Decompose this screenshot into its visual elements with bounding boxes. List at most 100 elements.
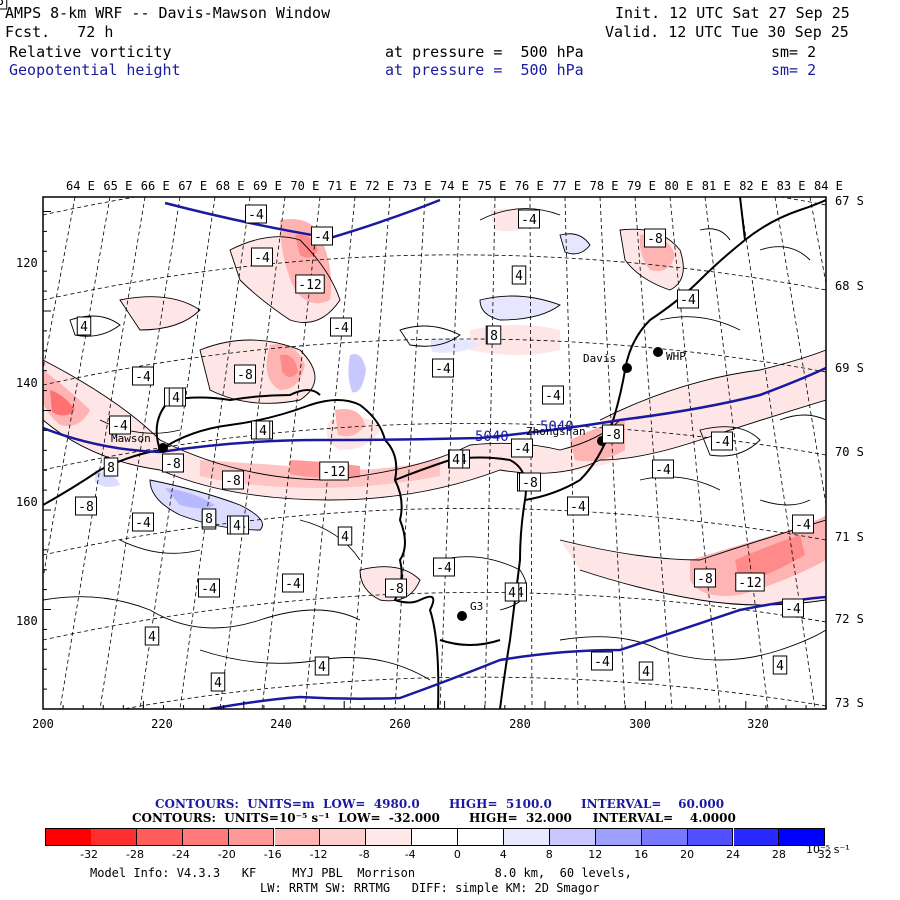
- vorticity-label: -4: [433, 557, 455, 577]
- colorbar-tick: -8: [358, 848, 370, 861]
- vorticity-label-text: 4: [341, 530, 349, 545]
- init-time: Init. 12 UTC Sat 27 Sep 25: [615, 4, 850, 22]
- top-lon-label: 80 E: [664, 179, 693, 193]
- colorbar-swatch: [641, 828, 688, 846]
- axis-label-group: 64 E 65 E 66 E 67 E 68 E 69 E 70 E 71 E 72 E 73 E…: [16, 179, 864, 731]
- vorticity-label: 4: [448, 449, 464, 469]
- vorticity-label-text: -4: [314, 230, 330, 245]
- field2-smoothing: sm= 2: [771, 61, 817, 79]
- bottom-x-label: 260: [389, 717, 411, 731]
- colorbar-tick: 12: [588, 848, 603, 861]
- vorticity-label-text: -12: [298, 278, 321, 293]
- top-lon-label: 65 E: [103, 179, 132, 193]
- colorbar-tick: 8: [545, 848, 553, 861]
- left-y-label: 120: [16, 256, 38, 270]
- bottom-x-label: 280: [509, 717, 531, 731]
- top-lon-label: 67 E: [178, 179, 207, 193]
- top-lon-label: 66 E: [141, 179, 170, 193]
- colorbar-tick: 4: [499, 848, 507, 861]
- colorbar-tick: 16: [634, 848, 649, 861]
- top-lon-label: 83 E: [777, 179, 806, 193]
- vorticity-label: 4: [255, 420, 271, 440]
- colorbar-tick: -32: [80, 848, 99, 861]
- right-lat-label: 68 S: [835, 279, 864, 293]
- colorbar-tick: -4: [404, 848, 416, 861]
- top-lon-label: 78 E: [590, 179, 619, 193]
- colorbar-swatch: [274, 828, 321, 846]
- colorbar-swatch: [320, 828, 367, 846]
- height-label: 5040: [540, 419, 574, 435]
- map-title: AMPS 8-km WRF -- Davis-Mawson Window: [5, 4, 331, 22]
- vorticity-label: -4: [311, 226, 333, 246]
- top-lon-label: 68 E: [216, 179, 245, 193]
- vorticity-label: -4: [677, 289, 699, 309]
- vorticity-label: -4: [518, 209, 540, 229]
- vorticity-label: 4: [76, 316, 92, 336]
- vorticity-label-text: 4: [259, 424, 267, 439]
- right-lat-label: 72 S: [835, 612, 864, 626]
- vorticity-label-text: -4: [795, 518, 811, 533]
- top-lon-label: 79 E: [627, 179, 656, 193]
- vorticity-label-text: -8: [165, 457, 181, 472]
- colorbar-swatch: [504, 828, 550, 846]
- vorticity-label-text: -4: [248, 208, 264, 223]
- left-y-label: 160: [16, 495, 38, 509]
- height-label-group: 5040 5040: [475, 419, 574, 445]
- vorticity-label: -4: [132, 366, 154, 386]
- colorbar-tick: -16: [263, 848, 282, 861]
- colorbar-tick: 0: [453, 848, 461, 861]
- top-lon-label: 84 E: [814, 179, 843, 193]
- vorticity-label-text: 8: [0, 0, 4, 9]
- field1-name: Relative vorticity: [9, 43, 172, 61]
- vorticity-label: -8: [644, 228, 666, 248]
- vorticity-label-text: -4: [135, 516, 151, 531]
- vorticity-label-text: -8: [522, 476, 538, 491]
- vorticity-label: -12: [735, 572, 765, 592]
- vorticity-label: 4: [144, 626, 160, 646]
- station-name: WHP: [666, 350, 686, 363]
- vorticity-label: -8: [385, 578, 407, 598]
- vorticity-label-text: 4: [642, 665, 650, 680]
- vorticity-label-text: -4: [594, 655, 610, 670]
- vorticity-label-text: -4: [514, 442, 530, 457]
- colorbar-swatch: [733, 828, 780, 846]
- colorbar-swatch: [228, 828, 275, 846]
- vorticity-label: -8: [234, 364, 256, 384]
- vorticity-label-text: -4: [545, 389, 561, 404]
- right-lat-label: 69 S: [835, 361, 864, 375]
- height-contour-info: CONTOURS: UNITS=m LOW= 4980.0 HIGH= 5100…: [155, 797, 725, 811]
- vorticity-label: -4: [198, 578, 220, 598]
- right-lat-label: 71 S: [835, 530, 864, 544]
- bottom-x-label: 220: [151, 717, 173, 731]
- forecast-hour: Fcst. 72 h: [5, 23, 114, 41]
- vorticity-label-text: -12: [322, 465, 345, 480]
- station-dot: [653, 347, 663, 357]
- vorticity-label-text: 4: [214, 676, 222, 691]
- vorticity-label: 4: [511, 265, 527, 285]
- top-lon-label: 72 E: [365, 179, 394, 193]
- station-name: G3: [470, 600, 483, 613]
- colorbar-tick: 28: [771, 848, 786, 861]
- colorbar-tick: 24: [726, 848, 740, 861]
- colorbar-unit: 10⁻⁵ s⁻¹: [806, 843, 850, 856]
- vorticity-label-text: -4: [285, 577, 301, 592]
- vorticity-label-text: 4: [515, 269, 523, 284]
- vorticity-label-text: -4: [714, 435, 730, 450]
- vorticity-label: -4: [782, 598, 804, 618]
- vorticity-contour-info: CONTOURS: UNITS=10⁻⁵ s⁻¹ LOW= -32.000 HI…: [132, 811, 736, 825]
- colorbar-swatch: [549, 828, 596, 846]
- field2-name: Geopotential height: [9, 61, 181, 79]
- colorbar-swatch: [182, 828, 229, 846]
- top-lon-label: 77 E: [552, 179, 581, 193]
- field1-level: at pressure = 500 hPa: [385, 43, 584, 61]
- colorbar-tick: -12: [309, 848, 328, 861]
- vorticity-label: -4: [511, 438, 533, 458]
- vorticity-label: -4: [251, 247, 273, 267]
- colorbar-swatch: [595, 828, 642, 846]
- axis-ticks: [42, 211, 827, 710]
- vorticity-label: -12: [295, 274, 325, 294]
- vorticity-label-text: -4: [435, 362, 451, 377]
- station-dot: [158, 443, 168, 453]
- top-lon-label: 81 E: [702, 179, 731, 193]
- vorticity-label-text: -4: [254, 251, 270, 266]
